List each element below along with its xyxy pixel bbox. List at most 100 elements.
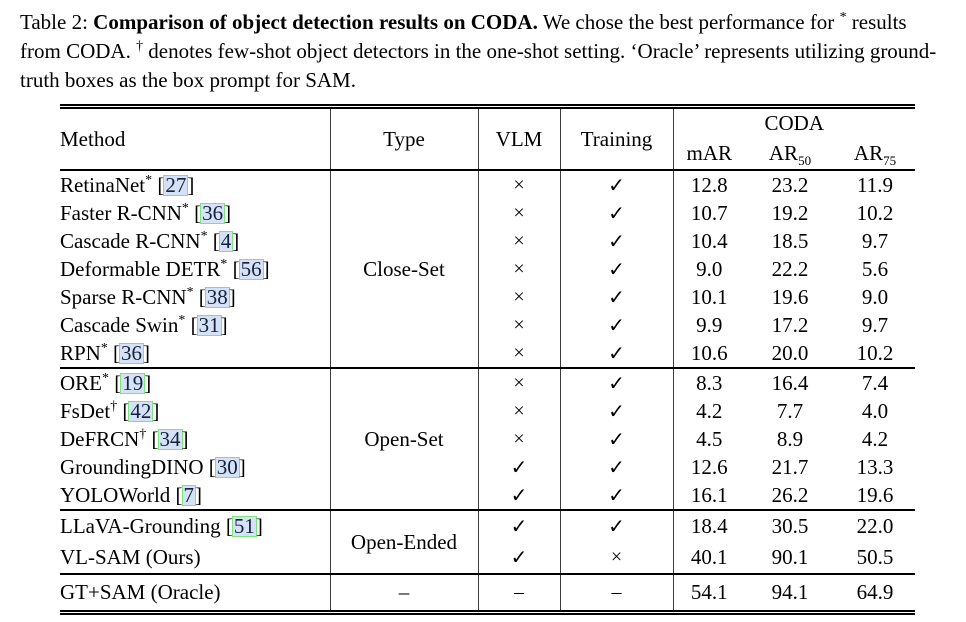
vlm-mark: ✓: [478, 542, 561, 574]
ar75-value: 9.7: [861, 228, 889, 253]
vlm-mark: ×: [478, 311, 561, 339]
asterisk-marker: *: [181, 199, 189, 215]
table-row: GT+SAM (Oracle) – – –54.1 94.1 64.9: [60, 573, 916, 613]
column-group-header-coda: CODA: [764, 110, 825, 135]
ar75-value: 10.2: [856, 200, 894, 225]
table-row: RetinaNet* [27] Close-Set × ✓ 12.8 23.2 11.9: [60, 169, 916, 368]
caption-seg3: denotes few-shot object detectors in the…: [20, 39, 937, 92]
vlm-mark: ✓: [478, 481, 561, 510]
citation-link[interactable]: 30: [214, 454, 240, 479]
citation-link[interactable]: 36: [200, 200, 226, 225]
mar-value: 16.1: [690, 482, 728, 507]
mar-value: 4.5: [696, 426, 723, 451]
training-mark: ✓: [560, 509, 674, 542]
method-cell: ORE* [19]: [60, 367, 331, 397]
citation-link[interactable]: 38: [204, 284, 230, 309]
vlm-mark: ✓: [478, 453, 561, 481]
type-cell: Close-Set: [330, 169, 479, 368]
method-cell: DeFRCN† [34]: [60, 425, 331, 453]
column-header-training: Training: [560, 106, 674, 170]
method-cell: Faster R-CNN* [36]: [60, 199, 331, 227]
training-mark: ✓: [560, 227, 674, 255]
training-mark: –: [560, 573, 674, 613]
citation-link[interactable]: 31: [196, 312, 222, 337]
results-table: Method Type VLM Training CODA mAR AR50 A…: [60, 104, 916, 615]
ar50-value: 30.5: [745, 509, 835, 542]
table-row: DeFRCN† [34] × ✓ 4.5 8.9 4.2: [60, 425, 915, 453]
ar75-value: 7.4: [835, 367, 916, 397]
column-header-ar50: AR50: [768, 140, 812, 168]
citation-link[interactable]: 51: [231, 514, 257, 538]
citation-link[interactable]: 27: [163, 172, 189, 197]
table-row: Sparse R-CNN* [38] × ✓ 10.1 19.6 9.0: [60, 283, 915, 311]
table-group-close-set: RetinaNet* [27] Close-Set × ✓ 12.8 23.2 11.9 Fa…: [60, 169, 916, 368]
ar50-value: 23.2: [745, 169, 835, 199]
training-mark: ✓: [560, 481, 674, 510]
table-row: Deformable DETR* [56] × ✓ 9.0 22.2 5.6: [60, 255, 915, 283]
column-header-ar75: AR75: [853, 140, 897, 168]
vlm-mark: ×: [478, 255, 561, 283]
ar75-value: 4.2: [861, 426, 889, 451]
method-cell: YOLOWorld [7]: [60, 481, 331, 510]
method-cell: Sparse R-CNN* [38]: [60, 283, 331, 311]
table-row: VL-SAM (Ours) ✓ × 40.1 90.1 50.5: [60, 542, 915, 574]
vlm-mark: –: [478, 573, 561, 613]
method-cell: GT+SAM (Oracle): [60, 573, 331, 613]
table-group-open-set: ORE* [19] Open-Set × ✓ 8.3 16.4 7.4 FsDet† [42]…: [60, 367, 916, 510]
training-mark: ✓: [560, 311, 674, 339]
method-cell: Cascade Swin* [31]: [60, 311, 331, 339]
vlm-mark: ×: [478, 425, 561, 453]
training-mark: ✓: [560, 367, 674, 397]
ar50-value: 26.2: [771, 482, 809, 507]
table-caption: Table 2: Comparison of object detection …: [0, 0, 966, 95]
mar-value: 10.4: [690, 228, 728, 253]
citation-link[interactable]: 36: [119, 340, 145, 365]
ar50-value: 94.1: [745, 573, 835, 613]
mar-value: 9.0: [696, 256, 723, 281]
table-row: LLaVA-Grounding [51] Open-Ended ✓ ✓ 18.4 30.5…: [60, 509, 916, 574]
mar-value: 8.3: [673, 367, 745, 397]
mar-value: 10.1: [690, 284, 728, 309]
training-mark: ×: [560, 542, 674, 574]
method-cell: FsDet† [42]: [60, 397, 331, 425]
caption-seg2: results from CODA.: [20, 10, 907, 63]
training-mark: ✓: [560, 199, 674, 227]
table-row: Cascade R-CNN* [4] × ✓ 10.4 18.5 9.7: [60, 227, 915, 255]
caption-label: Table 2:: [20, 10, 88, 34]
ar75-value: 9.0: [861, 284, 889, 309]
citation-link[interactable]: 56: [238, 256, 264, 281]
citation-link[interactable]: 34: [157, 426, 183, 451]
vlm-mark: ×: [478, 367, 561, 397]
mar-value: 10.7: [690, 200, 728, 225]
caption-seg1: We chose the best performance for: [537, 10, 840, 34]
mar-value: 12.6: [690, 454, 728, 479]
asterisk-marker: *: [186, 283, 194, 299]
asterisk-marker: *: [102, 369, 109, 385]
asterisk-marker: *: [200, 227, 208, 243]
mar-value: 18.4: [673, 509, 745, 542]
table-row: FsDet† [42] × ✓ 4.2 7.7 4.0: [60, 397, 915, 425]
ar75-value: 10.2: [856, 340, 894, 365]
ar50-value: 8.9: [776, 426, 804, 451]
vlm-mark: ×: [478, 339, 561, 368]
citation-link[interactable]: 19: [120, 370, 146, 395]
ar50-value: 20.0: [771, 340, 809, 365]
method-cell: Deformable DETR* [56]: [60, 255, 331, 283]
dagger-marker: †: [110, 397, 118, 413]
training-mark: ✓: [560, 397, 674, 425]
citation-link[interactable]: 42: [128, 398, 154, 423]
column-header-type: Type: [330, 106, 479, 170]
ar50-value: 17.2: [771, 312, 809, 337]
vlm-mark: ×: [478, 397, 561, 425]
citation-link[interactable]: 4: [218, 228, 234, 253]
training-mark: ✓: [560, 169, 674, 199]
table-header: Method Type VLM Training CODA mAR AR50 A…: [60, 106, 916, 170]
training-mark: ✓: [560, 283, 674, 311]
caption-dagger-marker: †: [136, 38, 144, 53]
ar75-value: 5.6: [861, 256, 889, 281]
citation-link[interactable]: 7: [181, 482, 197, 507]
ar75-value: 22.0: [835, 509, 916, 542]
vlm-mark: ×: [478, 227, 561, 255]
asterisk-marker: *: [178, 311, 186, 327]
ar50-value: 22.2: [771, 256, 809, 281]
